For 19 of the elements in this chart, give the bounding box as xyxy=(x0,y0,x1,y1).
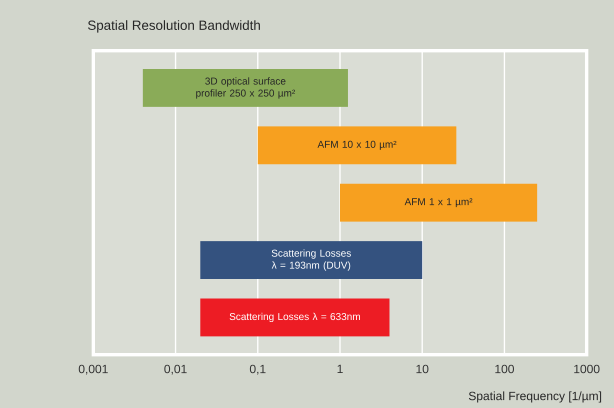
y-tick-label: 3D optical surface profiler 250 x 250 µm² xyxy=(196,77,296,99)
bar xyxy=(142,69,348,107)
x-tick-label: 1 xyxy=(338,364,343,373)
y-tick-label: Scattering Losses λ = 633nm xyxy=(230,312,360,322)
x-tick-label: 0,1 xyxy=(250,364,266,375)
y-tick-label: AFM 10 x 10 µm² xyxy=(318,140,396,150)
y-tick-label: Scattering Losses λ = 193nm (DUV) xyxy=(272,249,351,271)
bar xyxy=(340,184,538,222)
x-tick-label: 0,001 xyxy=(78,364,108,375)
bar xyxy=(258,126,456,164)
y-tick-label: AFM 1 x 1 µm² xyxy=(404,198,472,208)
bar xyxy=(200,241,422,279)
x-tick-label: 100 xyxy=(495,364,514,374)
bar xyxy=(200,298,390,336)
x-tick-label: 0,01 xyxy=(164,364,187,375)
x-tick-label: 10 xyxy=(416,364,428,374)
x-axis-title: Spatial Frequency [1/µm] xyxy=(468,391,602,403)
chart-title: Spatial Resolution Bandwidth xyxy=(88,20,260,33)
x-tick-label: 1000 xyxy=(574,364,600,374)
